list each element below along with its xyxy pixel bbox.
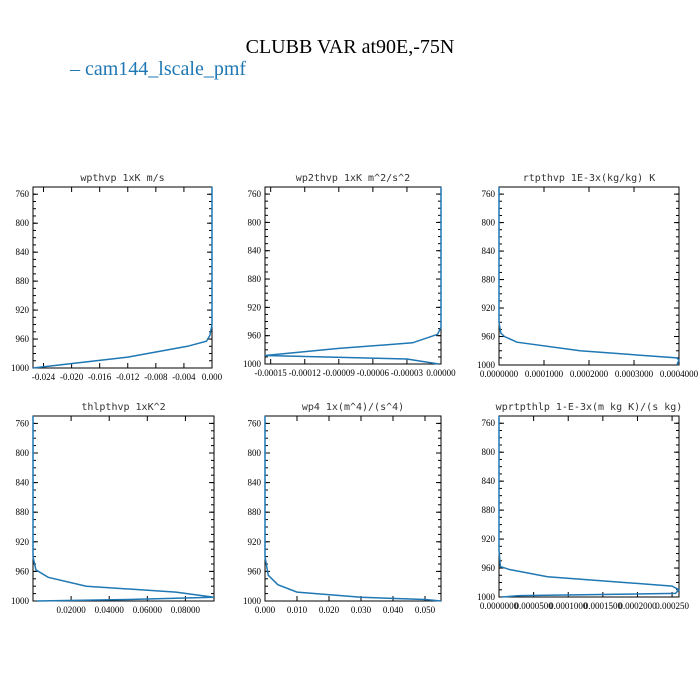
panel-4-xtick-label: 0.02000 xyxy=(56,605,86,615)
panel-2-xtick-label: 0.00000 xyxy=(426,368,456,378)
panel-6-xtick-label: 0.0000000 xyxy=(480,601,519,611)
panel-5-xtick-label: 0.040 xyxy=(383,605,404,615)
panel-6-xtick-label: 0.0002000 xyxy=(618,601,657,611)
panel-3-xtick-label: 0.0002000 xyxy=(570,369,609,379)
panel-1-ytick-label: 960 xyxy=(16,334,30,344)
figure-legend: – cam144_lscale_pmf xyxy=(70,58,246,81)
panel-4-xtick-label: 0.06000 xyxy=(133,605,163,615)
panel-5-ytick-label: 880 xyxy=(248,507,262,517)
panel-4-frame xyxy=(32,415,215,602)
panel-1-ytick-label: 840 xyxy=(16,247,30,257)
panel-6-series-line xyxy=(498,416,681,598)
panel-2-xtick-label: -0.00012 xyxy=(289,368,321,378)
panel-1-ytick-label: 920 xyxy=(16,305,30,315)
panel-3-ytick-label: 760 xyxy=(482,189,496,199)
panel-3-xtick-label: 0.0001000 xyxy=(525,369,564,379)
panel-3-ytick-label: 880 xyxy=(482,275,496,285)
panel-1-xtick-label: -0.024 xyxy=(32,372,56,382)
panel-4-ytick-label: 880 xyxy=(16,507,30,517)
panel-5-ytick-label: 840 xyxy=(248,478,262,488)
panel-2-frame xyxy=(264,186,442,365)
panel-5-xtick-label: 0.030 xyxy=(351,605,372,615)
panel-1-xtick-label: 0.000 xyxy=(202,372,223,382)
panel-6-ytick-label: 800 xyxy=(482,447,496,457)
panel-1-xtick-label: -0.016 xyxy=(88,372,112,382)
panel-6-xtick-label: 0.0001500 xyxy=(584,601,623,611)
panel-6-xtick-label: 0.0001000 xyxy=(549,601,588,611)
panel-5-xtick-label: 0.020 xyxy=(319,605,340,615)
panel-1-xtick-label: -0.012 xyxy=(116,372,139,382)
figure-title: CLUBB VAR at90E,-75N xyxy=(245,36,455,58)
panel-2-xtick-label: -0.00015 xyxy=(255,368,288,378)
legend-label: cam144_lscale_pmf xyxy=(85,58,247,80)
panel-3-xtick-label: 0.0000000 xyxy=(480,369,519,379)
panel-4-ytick-label: 920 xyxy=(16,537,30,547)
panel-1-ytick-label: 800 xyxy=(16,218,30,228)
panel-4-series-line xyxy=(32,416,215,602)
panel-3-xtick-label: 0.0003000 xyxy=(615,369,654,379)
panel-3-xtick-label: 0.0004000 xyxy=(660,369,699,379)
panel-6-ytick-label: 760 xyxy=(482,418,496,428)
panel-5-title: wp4 1x(m^4)/(s^4) xyxy=(302,402,404,413)
panel-6-frame xyxy=(498,415,680,598)
panel-5-xtick-label: 0.000 xyxy=(255,605,276,615)
panel-3-ytick-label: 920 xyxy=(482,303,496,313)
panel-4-title: thlpthvp 1xK^2 xyxy=(81,402,165,413)
panel-4-ytick-label: 1000 xyxy=(11,596,30,606)
panel-6-xtick-label: 0.000250 xyxy=(655,601,689,611)
panel-2-xtick-label: -0.00009 xyxy=(323,368,356,378)
panel-3-frame xyxy=(498,186,680,366)
panel-2-ytick-label: 800 xyxy=(248,217,262,227)
panel-2-ytick-label: 760 xyxy=(248,189,262,199)
panel-6-xtick-label: 0.0000500 xyxy=(514,601,553,611)
panel-2-xtick-label: -0.00006 xyxy=(357,368,390,378)
panel-5-ytick-label: 920 xyxy=(248,537,262,547)
panel-5-ytick-label: 800 xyxy=(248,448,262,458)
panel-1-ytick-label: 1000 xyxy=(11,363,30,373)
panel-2-ytick-label: 1000 xyxy=(243,359,262,369)
panel-4-ytick-label: 840 xyxy=(16,478,30,488)
panel-5-frame xyxy=(264,415,442,602)
panel-3-series-line xyxy=(498,187,680,366)
panel-6-ytick-label: 880 xyxy=(482,505,496,515)
panel-4-xtick-label: 0.04000 xyxy=(95,605,125,615)
panel-2-ytick-label: 920 xyxy=(248,302,262,312)
panel-2-series-line xyxy=(264,187,442,365)
panel-1-frame xyxy=(32,186,213,369)
panel-1-ytick-label: 760 xyxy=(16,189,30,199)
panel-1-title: wpthvp 1xK m/s xyxy=(80,173,164,184)
panel-2-xtick-label: -0.00003 xyxy=(391,368,424,378)
panel-6-ytick-label: 960 xyxy=(482,563,496,573)
panel-3-title: rtpthvp 1E-3x(kg/kg) K xyxy=(523,173,655,184)
panel-4-ytick-label: 800 xyxy=(16,448,30,458)
panel-6-ytick-label: 840 xyxy=(482,476,496,486)
panel-4-ytick-label: 960 xyxy=(16,566,30,576)
panel-5-xtick-label: 0.010 xyxy=(287,605,308,615)
panel-3-ytick-label: 840 xyxy=(482,246,496,256)
panel-4-ytick-label: 760 xyxy=(16,418,30,428)
panel-6-ytick-label: 1000 xyxy=(477,592,496,602)
panel-2-ytick-label: 960 xyxy=(248,331,262,341)
panel-1-xtick-label: -0.020 xyxy=(60,372,84,382)
panel-5-series-line xyxy=(264,416,442,602)
panel-2-title: wp2thvp 1xK m^2/s^2 xyxy=(296,173,410,184)
panel-2-ytick-label: 840 xyxy=(248,246,262,256)
panel-6-title: wprtpthlp 1-E-3x(m kg K)/(s kg) xyxy=(496,402,683,413)
panel-1-xtick-label: -0.004 xyxy=(172,372,196,382)
panel-5-xtick-label: 0.050 xyxy=(415,605,436,615)
panel-5-ytick-label: 960 xyxy=(248,566,262,576)
panel-1-ytick-label: 880 xyxy=(16,276,30,286)
panel-5-ytick-label: 1000 xyxy=(243,596,262,606)
panel-4-xtick-label: 0.08000 xyxy=(171,605,201,615)
legend-marker: – xyxy=(70,58,80,80)
panel-3-ytick-label: 1000 xyxy=(477,360,496,370)
panel-5-ytick-label: 760 xyxy=(248,418,262,428)
panel-2-ytick-label: 880 xyxy=(248,274,262,284)
panel-1-xtick-label: -0.008 xyxy=(144,372,168,382)
panel-1-series-line xyxy=(32,187,213,369)
panel-3-ytick-label: 960 xyxy=(482,332,496,342)
panel-3-ytick-label: 800 xyxy=(482,218,496,228)
panel-6-ytick-label: 920 xyxy=(482,534,496,544)
